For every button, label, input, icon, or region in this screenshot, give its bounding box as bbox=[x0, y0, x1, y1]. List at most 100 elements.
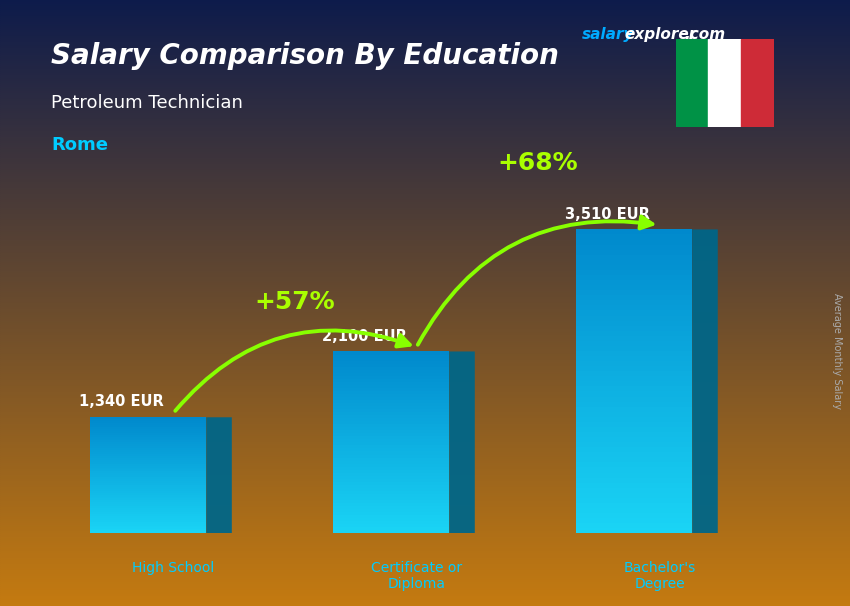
Bar bbox=[333, 424, 449, 427]
Bar bbox=[0, 165, 850, 168]
Bar bbox=[0, 235, 850, 236]
Bar bbox=[90, 487, 207, 489]
Bar bbox=[333, 436, 449, 439]
Bar bbox=[0, 14, 850, 16]
Bar bbox=[676, 39, 708, 127]
Bar bbox=[0, 321, 850, 323]
Bar bbox=[0, 459, 850, 461]
Bar bbox=[0, 208, 850, 210]
Bar bbox=[0, 256, 850, 259]
Bar bbox=[0, 602, 850, 604]
Bar bbox=[0, 491, 850, 493]
Bar bbox=[90, 483, 207, 485]
Bar bbox=[0, 428, 850, 430]
Bar bbox=[0, 198, 850, 200]
Bar bbox=[576, 447, 692, 452]
Bar bbox=[0, 416, 850, 418]
Bar bbox=[0, 390, 850, 392]
Bar bbox=[576, 411, 692, 417]
Bar bbox=[333, 367, 449, 370]
Bar bbox=[90, 419, 207, 421]
Bar bbox=[576, 356, 692, 361]
Bar bbox=[333, 433, 449, 436]
Bar bbox=[0, 374, 850, 376]
Bar bbox=[0, 301, 850, 303]
Bar bbox=[0, 453, 850, 454]
Bar bbox=[333, 476, 449, 479]
Bar bbox=[0, 461, 850, 462]
Bar bbox=[0, 62, 850, 65]
Bar bbox=[576, 437, 692, 442]
Bar bbox=[576, 513, 692, 518]
Bar bbox=[333, 479, 449, 482]
Bar bbox=[333, 361, 449, 364]
Bar bbox=[0, 283, 850, 285]
Bar bbox=[0, 71, 850, 73]
Text: Salary Comparison By Education: Salary Comparison By Education bbox=[51, 42, 559, 70]
Bar bbox=[90, 524, 207, 525]
Bar bbox=[0, 26, 850, 28]
Bar bbox=[90, 473, 207, 475]
Bar bbox=[0, 133, 850, 135]
Bar bbox=[0, 241, 850, 242]
Bar bbox=[0, 244, 850, 247]
Bar bbox=[333, 364, 449, 367]
Bar bbox=[0, 125, 850, 127]
Bar bbox=[0, 327, 850, 329]
Bar bbox=[0, 438, 850, 441]
Bar bbox=[0, 596, 850, 598]
Bar bbox=[0, 48, 850, 50]
Bar bbox=[0, 547, 850, 550]
Bar bbox=[90, 527, 207, 530]
Bar bbox=[0, 339, 850, 341]
Bar bbox=[576, 239, 692, 245]
Bar bbox=[0, 85, 850, 87]
Bar bbox=[0, 111, 850, 113]
Bar bbox=[0, 430, 850, 432]
Bar bbox=[0, 414, 850, 416]
Bar bbox=[0, 422, 850, 424]
Bar bbox=[333, 373, 449, 376]
Bar bbox=[0, 171, 850, 174]
Bar bbox=[576, 528, 692, 533]
Bar bbox=[576, 488, 692, 493]
Bar bbox=[0, 368, 850, 370]
Bar bbox=[0, 135, 850, 138]
Bar bbox=[0, 319, 850, 321]
Bar bbox=[0, 485, 850, 487]
Bar bbox=[0, 545, 850, 547]
Bar bbox=[0, 376, 850, 378]
Bar bbox=[0, 144, 850, 145]
Bar bbox=[0, 164, 850, 165]
Polygon shape bbox=[449, 351, 475, 533]
Text: 3,510 EUR: 3,510 EUR bbox=[565, 207, 650, 222]
Bar bbox=[0, 571, 850, 574]
Bar bbox=[333, 512, 449, 515]
Bar bbox=[0, 101, 850, 103]
Bar bbox=[0, 371, 850, 374]
Bar bbox=[0, 168, 850, 170]
Bar bbox=[0, 538, 850, 539]
Bar bbox=[90, 427, 207, 429]
Bar bbox=[333, 388, 449, 391]
Bar bbox=[333, 530, 449, 533]
Bar bbox=[90, 425, 207, 427]
Bar bbox=[576, 422, 692, 427]
Bar bbox=[333, 442, 449, 445]
Bar bbox=[576, 432, 692, 437]
Bar bbox=[576, 270, 692, 275]
Bar bbox=[0, 551, 850, 553]
Bar bbox=[333, 400, 449, 403]
Bar bbox=[741, 39, 774, 127]
Bar bbox=[576, 376, 692, 381]
Bar bbox=[0, 210, 850, 212]
Bar bbox=[0, 226, 850, 228]
Bar bbox=[90, 481, 207, 483]
Bar bbox=[0, 287, 850, 289]
Bar bbox=[0, 580, 850, 582]
Bar bbox=[0, 55, 850, 56]
Bar bbox=[0, 527, 850, 529]
Bar bbox=[576, 275, 692, 280]
Bar bbox=[0, 477, 850, 479]
Bar bbox=[333, 394, 449, 397]
